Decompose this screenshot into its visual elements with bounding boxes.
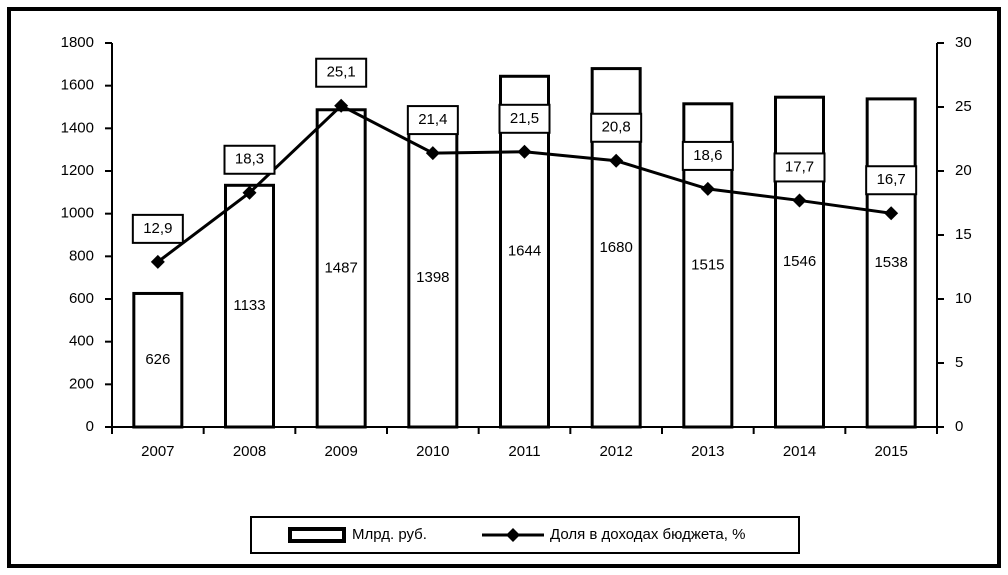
data-label-box (315, 57, 368, 88)
bar (774, 95, 825, 429)
y2-tick-label: 5 (955, 354, 963, 371)
y-tick-label: 1400 (61, 119, 94, 136)
data-label-box (223, 144, 276, 175)
y2-tick-label: 20 (955, 162, 972, 179)
legend-bar-swatch (288, 527, 346, 543)
y2-tick-label: 10 (955, 290, 972, 307)
y-tick-label: 200 (69, 375, 94, 392)
y2-tick-label: 25 (955, 98, 972, 115)
line-marker (517, 144, 532, 159)
bar (132, 291, 184, 429)
data-label: 17,7 (785, 158, 814, 175)
bar-label: 1680 (599, 239, 632, 256)
x-tick-label: 2008 (233, 443, 266, 460)
data-label: 21,4 (418, 111, 447, 128)
y-tick-label: 1000 (61, 205, 94, 222)
bar-label: 1546 (783, 253, 816, 270)
x-tick-label: 2014 (783, 443, 816, 460)
bar-label: 1644 (508, 243, 541, 260)
line-marker (242, 185, 257, 200)
line-marker (792, 193, 807, 208)
line-marker (700, 181, 715, 196)
bar-label: 1133 (233, 297, 265, 314)
bar-label: 1398 (416, 269, 449, 286)
y-tick-label: 0 (86, 418, 94, 435)
bar-label: 626 (145, 351, 170, 368)
data-label: 25,1 (327, 64, 356, 81)
bar-label: 1538 (874, 254, 907, 271)
data-label: 12,9 (143, 220, 172, 237)
bar (224, 183, 275, 429)
line-marker (609, 153, 624, 168)
data-label-box (498, 103, 551, 134)
x-tick-label: 2009 (324, 443, 357, 460)
x-tick-label: 2007 (141, 443, 174, 460)
data-label-box (406, 105, 459, 136)
y2-tick-label: 15 (955, 226, 972, 243)
x-tick-label: 2011 (508, 443, 540, 460)
data-label-box (681, 140, 734, 171)
y-tick-label: 600 (69, 290, 94, 307)
y-tick-label: 400 (69, 333, 94, 350)
x-tick-label: 2015 (874, 443, 907, 460)
bar (865, 97, 917, 429)
data-label-box (590, 112, 643, 143)
bar-label: 1487 (324, 259, 357, 276)
data-label: 18,3 (235, 151, 264, 168)
data-label-box (865, 165, 918, 196)
data-label: 18,6 (693, 147, 722, 164)
data-label: 16,7 (877, 171, 906, 188)
legend-label: Доля в доходах бюджета, % (550, 526, 745, 543)
y2-tick-label: 0 (955, 418, 963, 435)
line-marker (425, 146, 440, 161)
y-tick-label: 800 (69, 247, 94, 264)
x-tick-label: 2012 (599, 443, 632, 460)
y-tick-label: 1600 (61, 77, 94, 94)
legend-marker (506, 528, 520, 542)
line-marker (884, 206, 899, 221)
line-marker (150, 254, 165, 269)
bar-label: 1515 (691, 256, 724, 273)
bar (499, 74, 550, 429)
y2-tick-label: 30 (955, 34, 972, 51)
x-tick-label: 2013 (691, 443, 724, 460)
data-label: 21,5 (510, 110, 539, 127)
legend-label: Млрд. руб. (352, 526, 427, 543)
line-marker (334, 98, 349, 113)
y-tick-label: 1200 (61, 162, 94, 179)
data-label: 20,8 (602, 119, 631, 136)
x-tick-label: 2010 (416, 443, 449, 460)
y-tick-label: 1800 (61, 34, 94, 51)
data-label-box (131, 213, 184, 244)
data-label-box (773, 152, 826, 183)
